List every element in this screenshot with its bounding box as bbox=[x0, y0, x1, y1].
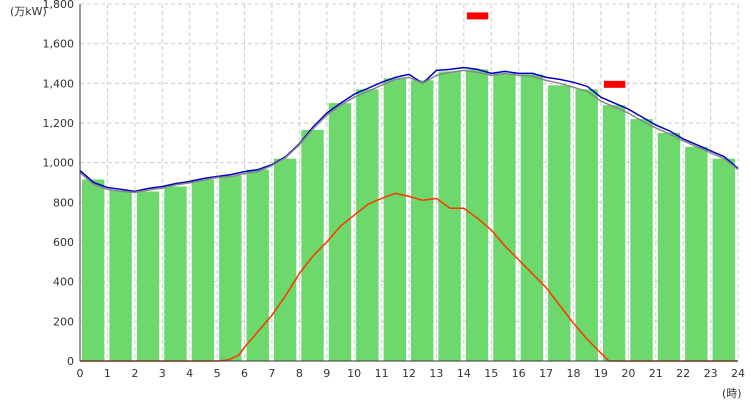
bar bbox=[685, 146, 708, 361]
bar bbox=[411, 80, 434, 361]
x-axis-unit-label: (時) bbox=[722, 387, 742, 400]
y-tick-labels: 0 200 400 600 800 1,000 1,200 1,400 1,600 1,800 bbox=[43, 0, 75, 368]
bar bbox=[493, 73, 516, 362]
line-series bbox=[79, 66, 739, 362]
x-tick-label: 10 bbox=[347, 367, 361, 380]
x-tick-label: 18 bbox=[567, 367, 581, 380]
y-tick-label: 1,000 bbox=[43, 157, 75, 170]
bar bbox=[328, 103, 352, 362]
bar bbox=[575, 89, 598, 362]
series-line bbox=[79, 69, 739, 194]
x-tick-label: 13 bbox=[429, 367, 443, 380]
y-axis-unit-label: (万kW) bbox=[10, 5, 47, 18]
x-tick-label: 4 bbox=[186, 367, 193, 380]
bar bbox=[712, 158, 735, 361]
marker-bands bbox=[466, 12, 626, 88]
marker-band bbox=[466, 12, 489, 20]
bar bbox=[273, 158, 297, 361]
y-tick-label: 800 bbox=[53, 196, 74, 209]
x-tick-label: 1 bbox=[104, 367, 111, 380]
x-tick-label: 12 bbox=[402, 367, 416, 380]
x-tick-label: 8 bbox=[296, 367, 303, 380]
bar bbox=[465, 69, 489, 361]
bar bbox=[136, 191, 160, 361]
series-line bbox=[79, 66, 739, 193]
y-tick-label: 1,200 bbox=[43, 117, 75, 130]
bar bbox=[548, 85, 571, 362]
y-tick-label: 200 bbox=[53, 315, 74, 328]
x-tick-label: 11 bbox=[375, 367, 389, 380]
x-tick-label: 20 bbox=[621, 367, 635, 380]
bar-series bbox=[82, 69, 735, 362]
y-tick-label: 0 bbox=[67, 355, 74, 368]
x-tick-label: 22 bbox=[676, 367, 690, 380]
x-tick-label: 7 bbox=[268, 367, 275, 380]
y-tick-label: 1,800 bbox=[43, 0, 75, 11]
marker-band bbox=[603, 80, 626, 88]
x-tick-label: 24 bbox=[731, 367, 745, 380]
x-tick-label: 0 bbox=[77, 367, 84, 380]
bar bbox=[630, 119, 653, 362]
x-tick-label: 3 bbox=[159, 367, 166, 380]
bar bbox=[301, 129, 324, 361]
bar bbox=[438, 71, 461, 361]
x-tick-label: 2 bbox=[131, 367, 138, 380]
bar bbox=[109, 190, 132, 361]
x-tick-label: 16 bbox=[512, 367, 526, 380]
x-tick-label: 6 bbox=[241, 367, 248, 380]
y-tick-label: 600 bbox=[53, 236, 74, 249]
x-tick-label: 19 bbox=[594, 367, 608, 380]
x-tick-label: 17 bbox=[539, 367, 553, 380]
x-tick-label: 14 bbox=[457, 367, 471, 380]
axes bbox=[79, 4, 738, 362]
x-tick-labels: 0 1 2 3 4 5 6 7 8 9 10 11 12 13 14 15 16 17 18 19 20 21 22 23 24 bbox=[77, 367, 746, 380]
series-line bbox=[80, 192, 738, 362]
x-tick-label: 23 bbox=[704, 367, 718, 380]
bar bbox=[82, 179, 105, 361]
bar bbox=[657, 132, 681, 361]
bar bbox=[191, 179, 215, 361]
y-tick-label: 1,600 bbox=[43, 38, 75, 51]
x-tick-label: 15 bbox=[484, 367, 498, 380]
x-tick-label: 21 bbox=[649, 367, 663, 380]
y-tick-label: 400 bbox=[53, 276, 74, 289]
bar bbox=[602, 105, 626, 362]
x-tick-label: 9 bbox=[323, 367, 330, 380]
bar bbox=[383, 78, 406, 361]
bar bbox=[219, 175, 242, 361]
y-tick-label: 1,400 bbox=[43, 77, 75, 90]
bar bbox=[164, 186, 187, 361]
bar bbox=[520, 74, 544, 362]
x-tick-label: 5 bbox=[214, 367, 221, 380]
bar bbox=[356, 89, 379, 362]
bar bbox=[246, 169, 269, 361]
